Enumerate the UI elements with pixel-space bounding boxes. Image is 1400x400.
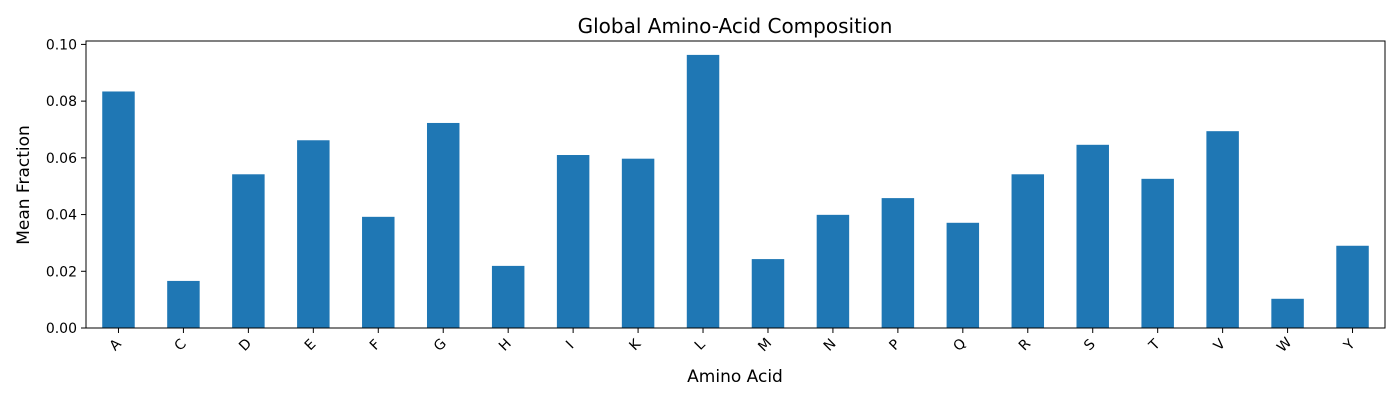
bar-S [1076,144,1109,328]
bars-group [102,54,1369,329]
x-tick-label-H: H [496,336,515,355]
x-tick-label-T: T [1145,336,1163,354]
x-axis-label: Amino Acid [687,367,783,387]
bar-H [491,265,525,328]
plot-frame [85,40,1386,329]
bar-A [102,91,135,328]
x-tick-label-N: N [821,336,840,355]
x-tick-label-P: P [886,337,903,354]
x-tick-label-Q: Q [950,336,969,355]
bar-Q [946,222,980,328]
bar-V [1206,131,1239,328]
x-tick-label-I: I [563,338,577,352]
x-tick-label-A: A [107,336,125,354]
x-tick-label-Y: Y [1340,336,1358,354]
bar-E [297,140,330,328]
y-tick-label: 0.08 [46,94,77,110]
y-tick-label: 0.00 [46,321,77,337]
x-tick-label-W: W [1274,335,1295,356]
bar-D [232,174,265,328]
x-tick-label-D: D [236,336,255,355]
bar-L [686,54,720,329]
y-axis: 0.00 0.02 0.04 0.06 0.08 0.10 [46,37,86,337]
bar-M [751,259,785,328]
bar-R [1011,174,1045,328]
y-tick-label: 0.02 [46,264,77,280]
bar-C [167,280,200,328]
x-tick-label-C: C [171,336,189,354]
x-tick-label-K: K [626,336,644,354]
bar-I [556,155,590,328]
bar-N [816,214,850,328]
bar-K [621,158,655,328]
x-tick-label-E: E [302,336,320,354]
x-tick-label-R: R [1016,336,1034,354]
x-tick-label-S: S [1081,336,1099,354]
chart-title: Global Amino-Acid Composition [578,14,893,38]
bar-P [881,198,915,328]
y-axis-label: Mean Fraction [14,125,34,245]
x-tick-label-F: F [367,337,384,354]
y-tick-label: 0.06 [46,151,77,167]
bar-F [362,216,395,328]
x-tick-label-L: L [692,337,709,354]
bar-W [1271,298,1304,328]
bar-Y [1336,245,1369,328]
bar-G [426,122,460,329]
x-tick-label-M: M [755,335,775,355]
bar-T [1141,178,1174,328]
y-tick-label: 0.10 [46,37,77,53]
y-tick-label: 0.04 [46,208,77,224]
x-tick-label-V: V [1211,336,1229,354]
x-tick-label-G: G [431,336,450,355]
